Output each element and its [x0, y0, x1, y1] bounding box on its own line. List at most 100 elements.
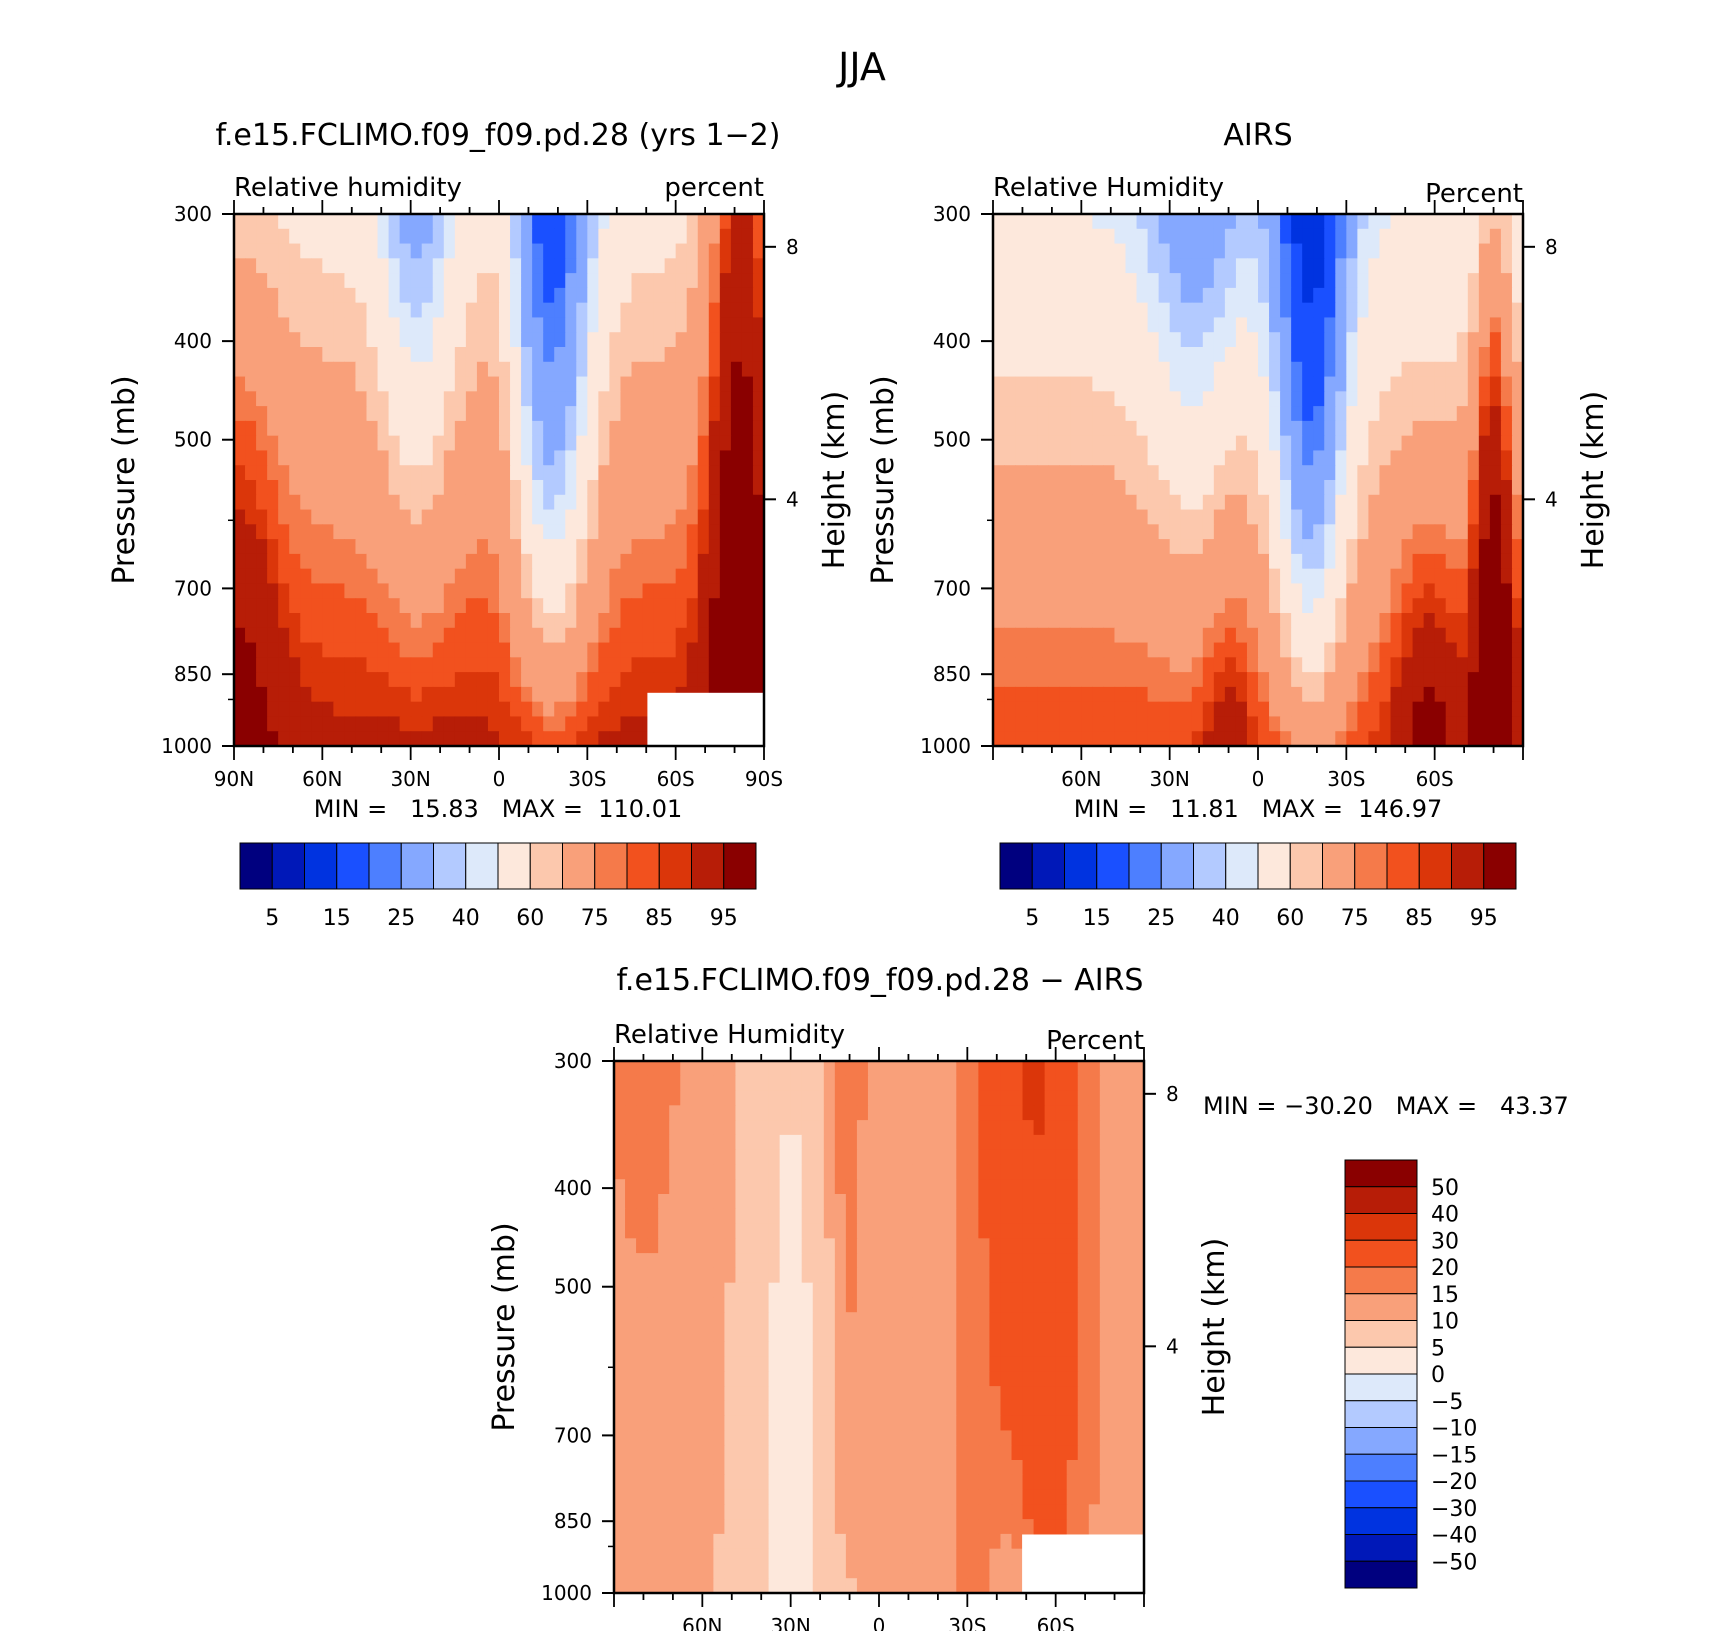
contour-cell	[443, 539, 456, 555]
contour-cell	[355, 273, 368, 289]
contour-cell	[576, 686, 588, 703]
contour-cell	[521, 376, 533, 392]
contour-cell	[1048, 524, 1060, 540]
contour-cell	[834, 1238, 847, 1254]
contour-cell	[443, 509, 456, 525]
contour-cell	[1280, 716, 1292, 732]
contour-cell	[675, 450, 688, 466]
contour-cell	[1511, 214, 1524, 230]
contour-cell	[1401, 494, 1414, 511]
contour-cell	[1033, 1164, 1046, 1180]
contour-cell	[234, 509, 246, 525]
contour-cell	[1489, 509, 1502, 525]
contour-cell	[1246, 228, 1259, 245]
contour-cell	[289, 347, 301, 363]
contour-cell	[669, 1253, 681, 1269]
contour-cell	[1478, 258, 1491, 274]
contour-cell	[1048, 406, 1060, 422]
contour-cell	[1511, 317, 1524, 333]
contour-cell	[1037, 657, 1049, 673]
contour-cell	[614, 1460, 626, 1476]
contour-cell	[1202, 672, 1215, 688]
contour-cell	[923, 1445, 935, 1461]
contour-cell	[1191, 273, 1204, 289]
contour-cell	[1269, 716, 1281, 732]
contour-cell	[697, 672, 710, 688]
contour-cell	[1467, 347, 1480, 363]
contour-cell	[658, 1356, 670, 1372]
contour-cell	[768, 1120, 781, 1136]
contour-cell	[1269, 332, 1281, 348]
contour-cell	[713, 1179, 726, 1195]
contour-cell	[1335, 613, 1347, 629]
contour-cell	[1434, 716, 1447, 732]
contour-cell	[443, 420, 456, 437]
contour-cell	[609, 228, 622, 245]
contour-cell	[867, 1460, 880, 1476]
contour-cell	[625, 1105, 637, 1121]
contour-cell	[956, 1208, 968, 1225]
contour-cell	[532, 287, 544, 304]
contour-cell	[636, 1134, 648, 1151]
contour-cell	[647, 1430, 659, 1446]
contour-cell	[543, 598, 555, 614]
contour-cell	[1103, 583, 1116, 599]
contour-cell	[620, 273, 633, 289]
contour-cell	[1478, 657, 1491, 673]
contour-cell	[702, 1090, 714, 1106]
contour-cell	[680, 1312, 692, 1328]
contour-cell	[1324, 657, 1336, 673]
contour-cell	[554, 583, 566, 599]
contour-cell	[487, 701, 500, 718]
contour-cell	[454, 273, 467, 289]
contour-cell	[355, 583, 368, 599]
contour-cell	[487, 642, 500, 658]
contour-cell	[554, 332, 566, 348]
contour-cell	[901, 1090, 913, 1106]
contour-cell	[691, 1312, 703, 1328]
contour-cell	[1044, 1253, 1057, 1269]
contour-cell	[923, 1460, 935, 1476]
contour-cell	[823, 1267, 836, 1284]
contour-cell	[1456, 598, 1469, 614]
contour-cell	[1136, 686, 1149, 703]
contour-cell	[779, 1341, 792, 1358]
contour-cell	[912, 1356, 924, 1372]
contour-cell	[311, 273, 323, 289]
contour-cell	[432, 524, 445, 540]
contour-cell	[945, 1179, 957, 1195]
contour-cell	[1191, 524, 1204, 540]
contour-cell	[300, 214, 312, 230]
contour-cell	[377, 361, 390, 378]
contour-cell	[978, 1400, 991, 1417]
contour-cell	[1357, 332, 1370, 348]
contour-cell	[1456, 613, 1469, 629]
contour-cell	[377, 302, 390, 319]
contour-cell	[344, 376, 357, 392]
contour-cell	[366, 672, 379, 688]
contour-cell	[355, 716, 368, 732]
contour-cell	[1004, 716, 1016, 732]
contour-cell	[1324, 553, 1336, 570]
contour-cell	[521, 613, 533, 629]
contour-cell	[432, 287, 445, 304]
contour-cell	[432, 701, 445, 718]
contour-cell	[256, 539, 268, 555]
contour-cell	[1011, 1061, 1024, 1077]
contour-cell	[642, 450, 655, 466]
contour-cell	[1401, 243, 1414, 259]
contour-cell	[636, 1430, 648, 1446]
contour-cell	[790, 1327, 803, 1343]
contour-cell	[1313, 406, 1325, 422]
contour-cell	[741, 568, 754, 585]
contour-cell	[1077, 1386, 1090, 1402]
contour-cell	[1456, 376, 1469, 392]
contour-cell	[355, 420, 368, 437]
contour-cell	[432, 317, 445, 333]
contour-cell	[757, 1312, 770, 1328]
contour-cell	[388, 361, 401, 378]
colorbar-label: 5	[265, 906, 279, 931]
contour-cell	[311, 613, 323, 629]
contour-cell	[289, 243, 301, 259]
contour-cell	[1099, 1341, 1112, 1358]
